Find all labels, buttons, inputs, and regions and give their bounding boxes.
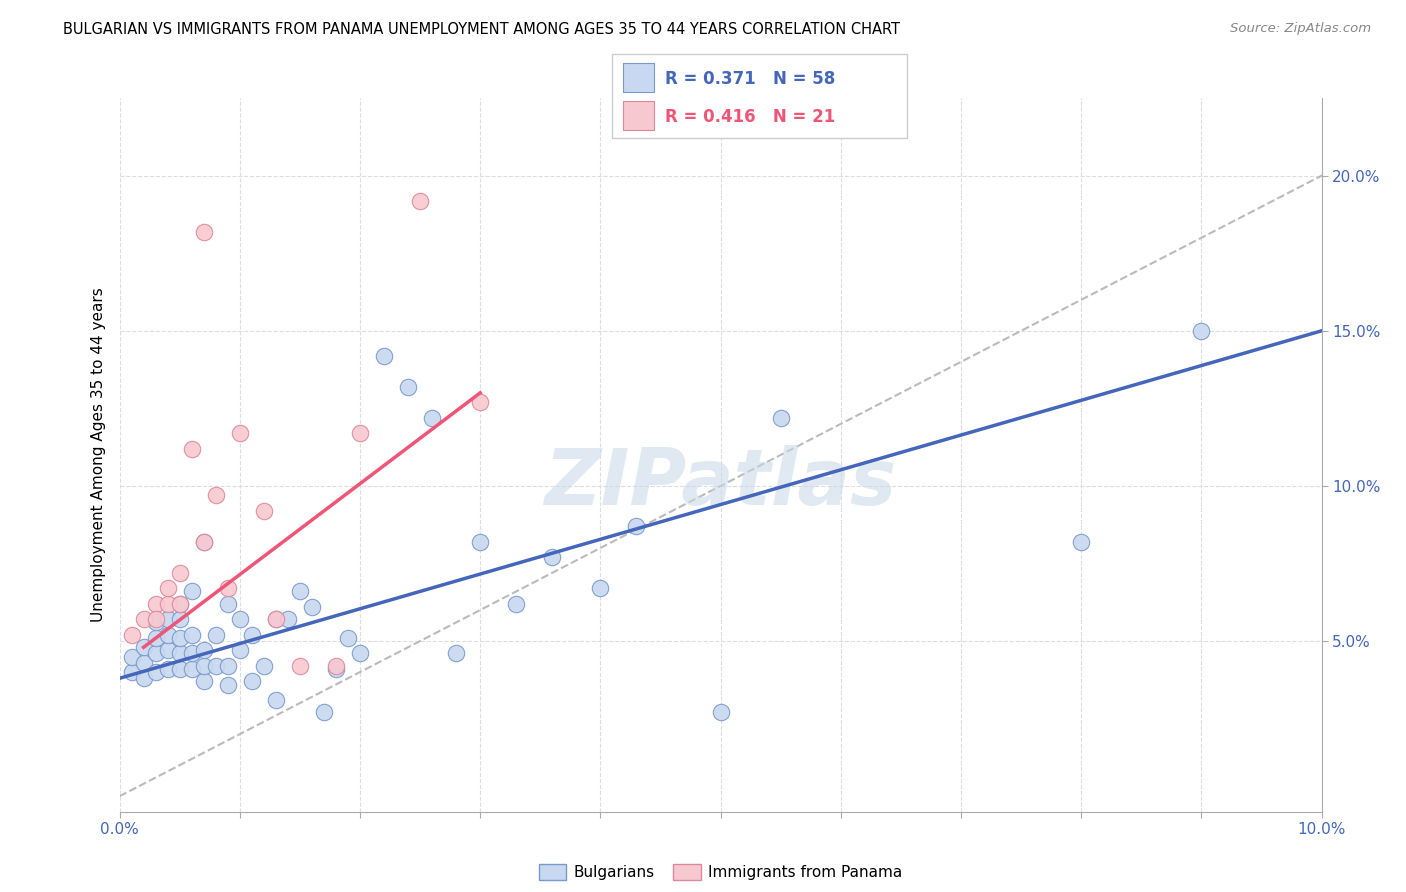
Point [409,194,432,208]
Point [253,659,276,673]
Point [156,643,179,657]
Text: ZIPatlas: ZIPatlas [544,445,897,522]
Point [301,599,323,614]
Point [217,677,239,691]
Point [444,647,467,661]
Point [240,674,263,689]
Point [145,665,167,679]
Point [288,584,311,599]
Point [145,597,167,611]
Point [1070,534,1092,549]
Point [373,349,395,363]
Point [505,597,527,611]
Point [228,612,252,626]
Point [132,640,155,655]
Point [193,534,215,549]
Text: R = 0.371   N = 58: R = 0.371 N = 58 [665,70,835,87]
Point [193,674,215,689]
Point [145,615,167,630]
Point [132,671,155,685]
Text: BULGARIAN VS IMMIGRANTS FROM PANAMA UNEMPLOYMENT AMONG AGES 35 TO 44 YEARS CORRE: BULGARIAN VS IMMIGRANTS FROM PANAMA UNEM… [63,22,900,37]
Point [325,659,347,673]
Point [121,665,143,679]
Point [180,647,202,661]
Point [145,631,167,645]
Point [121,649,143,664]
Point [709,706,731,720]
Point [420,410,443,425]
Point [180,662,202,676]
Point [1189,324,1212,338]
Point [228,426,252,441]
Legend: Bulgarians, Immigrants from Panama: Bulgarians, Immigrants from Panama [533,858,908,886]
Point [264,612,287,626]
Point [193,534,215,549]
Point [312,706,335,720]
Point [156,612,179,626]
Point [240,628,263,642]
Point [288,659,311,673]
Point [156,628,179,642]
Point [396,379,419,393]
Point [769,410,792,425]
Point [180,584,202,599]
Point [156,582,179,596]
Point [217,659,239,673]
Point [169,631,191,645]
Point [349,426,371,441]
Point [204,659,226,673]
Point [468,395,492,409]
Text: R = 0.416   N = 21: R = 0.416 N = 21 [665,108,835,126]
Point [145,647,167,661]
Point [193,659,215,673]
Point [169,597,191,611]
Point [253,504,276,518]
Point [264,612,287,626]
Point [468,534,492,549]
Point [264,693,287,707]
Point [132,612,155,626]
Point [217,597,239,611]
Point [145,612,167,626]
Point [169,566,191,580]
Point [180,628,202,642]
Point [169,647,191,661]
Point [193,643,215,657]
Point [349,647,371,661]
Point [156,662,179,676]
Point [541,550,564,565]
Point [277,612,299,626]
Point [169,597,191,611]
Point [169,662,191,676]
Point [217,582,239,596]
Text: Source: ZipAtlas.com: Source: ZipAtlas.com [1230,22,1371,36]
Point [204,628,226,642]
Point [169,612,191,626]
Point [121,628,143,642]
Point [228,643,252,657]
Point [589,582,612,596]
Point [626,519,648,533]
Point [193,225,215,239]
Y-axis label: Unemployment Among Ages 35 to 44 years: Unemployment Among Ages 35 to 44 years [90,287,105,623]
Point [325,662,347,676]
Point [156,597,179,611]
Point [180,442,202,456]
Point [336,631,359,645]
Point [204,488,226,502]
Point [132,656,155,670]
